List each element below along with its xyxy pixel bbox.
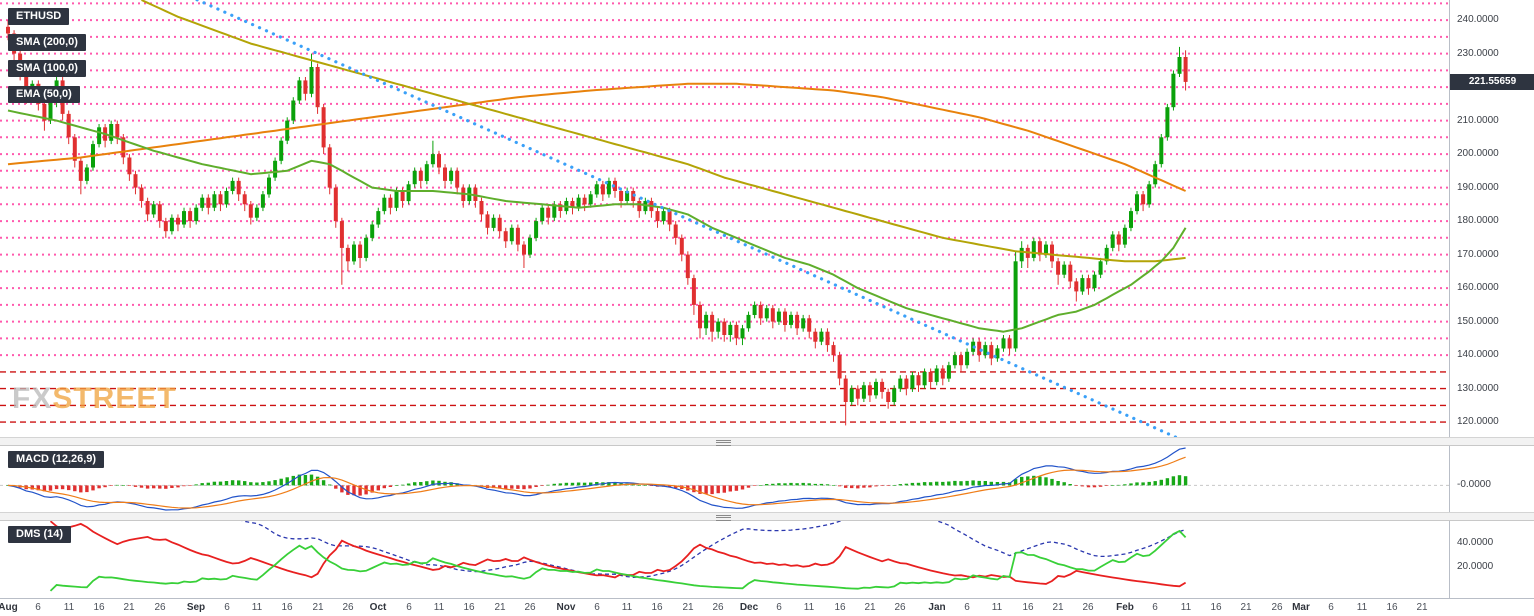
price-axis-label: 150.0000 (1457, 316, 1499, 327)
candlestick-series[interactable] (6, 20, 1188, 426)
main-chart-panel[interactable]: FXSTREET ETHUSD SMA (200,0) SMA (100,0) … (0, 0, 1449, 437)
descending-trendline[interactable] (190, 0, 1180, 437)
di-plus-line (49, 529, 1187, 592)
time-axis-label: 21 (494, 602, 506, 613)
time-axis-label: 16 (651, 602, 663, 613)
price-axis[interactable]: 221.55659 -0.0000 40.0000 20.0000 240.00… (1449, 0, 1534, 598)
time-axis-label: Dec (739, 602, 759, 613)
time-axis-label: 11 (251, 602, 263, 613)
macd-zero-axis-label: -0.0000 (1457, 479, 1491, 490)
dms-badge[interactable]: DMS (14) (8, 526, 72, 543)
time-axis-label: 21 (1240, 602, 1252, 613)
ema-50-badge[interactable]: EMA (50,0) (8, 86, 80, 103)
time-axis-label: 26 (524, 602, 536, 613)
price-chart-canvas[interactable] (0, 0, 1449, 437)
time-axis-label: Mar (1292, 602, 1310, 613)
panel-splitter[interactable] (0, 512, 1534, 521)
adx-line (241, 521, 1186, 578)
macd-canvas[interactable] (0, 446, 1449, 512)
ema-50-line[interactable] (7, 109, 1187, 333)
time-axis-label: 6 (594, 602, 600, 613)
price-gridlines (0, 2, 1449, 423)
panel-splitter[interactable] (0, 437, 1534, 446)
time-axis-label: 16 (463, 602, 475, 613)
time-axis-label: Oct (369, 602, 387, 613)
time-axis-label: Nov (556, 602, 576, 613)
price-axis-label: 140.0000 (1457, 349, 1499, 360)
legend: ETHUSD SMA (200,0) SMA (100,0) EMA (50,0… (8, 8, 86, 112)
time-axis-label: 21 (312, 602, 324, 613)
time-axis-label: 6 (35, 602, 41, 613)
time-axis-label: 21 (1416, 602, 1428, 613)
time-axis-label: 21 (682, 602, 694, 613)
dms-axis-label: 40.0000 (1457, 537, 1494, 548)
time-axis-label: 11 (1356, 602, 1368, 613)
time-axis-label: 6 (1152, 602, 1158, 613)
time-axis-label: 6 (1328, 602, 1334, 613)
time-axis-label: 6 (406, 602, 412, 613)
time-axis-label: 21 (864, 602, 876, 613)
time-axis-label: 11 (621, 602, 633, 613)
time-axis-label: 26 (894, 602, 906, 613)
time-axis-label: 6 (776, 602, 782, 613)
time-axis-label: 21 (123, 602, 135, 613)
time-axis-label: 11 (433, 602, 445, 613)
price-axis-label: 190.0000 (1457, 182, 1499, 193)
splitter-grip-icon[interactable] (716, 515, 731, 521)
dms-panel[interactable]: DMS (14) (0, 521, 1449, 598)
time-axis-label: 16 (93, 602, 105, 613)
time-axis-label: 16 (281, 602, 293, 613)
symbol-badge[interactable]: ETHUSD (8, 8, 70, 25)
macd-panel[interactable]: MACD (12,26,9) (0, 446, 1449, 512)
sma-100-line[interactable] (141, 0, 1186, 263)
macd-badge[interactable]: MACD (12,26,9) (8, 451, 105, 468)
dms-axis-label: 20.0000 (1457, 561, 1494, 572)
time-axis-label: 16 (1022, 602, 1034, 613)
time-axis-label: Sep (186, 602, 206, 613)
time-axis-label: 26 (1271, 602, 1283, 613)
price-axis-label: 240.0000 (1457, 14, 1499, 25)
time-axis-label: 16 (834, 602, 846, 613)
time-axis-label: 11 (1180, 602, 1192, 613)
macd-histogram (6, 474, 1188, 496)
time-axis-label: 16 (1386, 602, 1398, 613)
time-axis-label: 26 (342, 602, 354, 613)
time-axis-label: 11 (803, 602, 815, 613)
sma-100-badge[interactable]: SMA (100,0) (8, 60, 86, 77)
time-axis-label: 6 (224, 602, 230, 613)
time-axis-label: 21 (1052, 602, 1064, 613)
time-axis-label: 11 (63, 602, 75, 613)
price-axis-label: 230.0000 (1457, 48, 1499, 59)
current-price-badge: 221.55659 (1450, 74, 1534, 90)
time-axis-label: Aug (0, 602, 18, 613)
time-axis[interactable]: Aug 6 11 16 21 26 Sep 6 11 16 21 26 Oct 6 11 16 21 26 Nov 6… (0, 598, 1534, 616)
dms-canvas[interactable] (0, 521, 1449, 598)
macd-signal-line (7, 456, 1186, 509)
time-axis-label: 26 (154, 602, 166, 613)
price-axis-label: 160.0000 (1457, 282, 1499, 293)
macd-line (7, 447, 1186, 511)
price-axis-label: 200.0000 (1457, 148, 1499, 159)
price-axis-label: 170.0000 (1457, 249, 1499, 260)
time-axis-label: 16 (1210, 602, 1222, 613)
sma-200-line[interactable] (7, 82, 1187, 192)
splitter-grip-icon[interactable] (716, 440, 731, 446)
price-axis-label: 210.0000 (1457, 115, 1499, 126)
time-axis-label: 26 (712, 602, 724, 613)
time-axis-label: 11 (991, 602, 1003, 613)
di-minus-line (49, 521, 1187, 588)
sma-200-badge[interactable]: SMA (200,0) (8, 34, 86, 51)
time-axis-label: Feb (1116, 602, 1134, 613)
time-axis-label: Jan (928, 602, 946, 613)
price-axis-label: 180.0000 (1457, 215, 1499, 226)
price-axis-label: 130.0000 (1457, 383, 1499, 394)
time-axis-label: 6 (964, 602, 970, 613)
price-axis-label: 120.0000 (1457, 416, 1499, 427)
time-axis-label: 26 (1082, 602, 1094, 613)
